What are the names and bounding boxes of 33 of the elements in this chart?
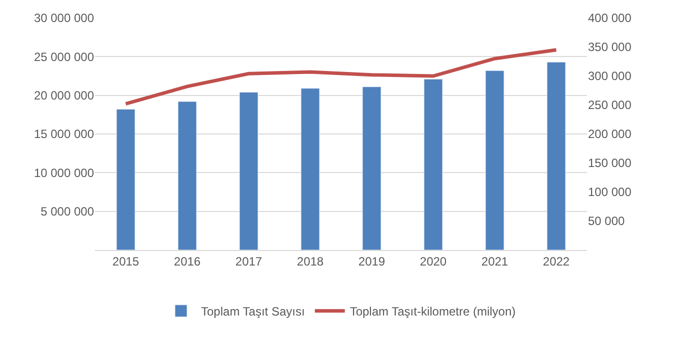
x-tick-label: 2016 [174,254,201,268]
line-series [124,48,558,106]
bar [239,92,258,250]
y2-tick-label: 400 000 [588,11,632,26]
y2-tick-label: 200 000 [588,127,632,142]
x-tick-label: 2015 [112,254,140,268]
x-tick-label: 2022 [542,254,570,268]
x-tick-label: 2019 [358,254,386,268]
y-tick-label: 20 000 000 [34,88,94,103]
y2-tick-label: 300 000 [588,69,632,84]
y-tick-label: 30 000 000 [34,11,94,26]
bar [362,86,382,250]
bar [485,70,504,250]
x-tick-label: 2021 [481,254,508,268]
bar [116,109,136,250]
legend-label: Toplam Taşıt Sayısı [201,304,305,319]
y-tick-label: 25 000 000 [34,50,94,64]
x-tick-label: 2017 [235,254,262,268]
y2-tick-label: 100 000 [588,185,632,200]
y2-tick-label: 50 000 [588,214,626,228]
y-tick-label: 5 000 000 [40,204,94,219]
legend-label: Toplam Taşıt-kilometre (milyon) [350,304,516,319]
bar [546,62,566,250]
bar [300,88,320,250]
y-tick-label: 15 000 000 [34,127,94,142]
y2-tick-label: 150 000 [588,156,632,170]
y2-tick-label: 350 000 [588,40,632,54]
y-tick-label: 10 000 000 [34,166,94,180]
bar [178,101,197,250]
x-tick-label: 2020 [420,254,447,268]
x-tick-label: 2018 [296,254,324,268]
bar [424,78,443,250]
y2-tick-label: 250 000 [588,98,632,112]
